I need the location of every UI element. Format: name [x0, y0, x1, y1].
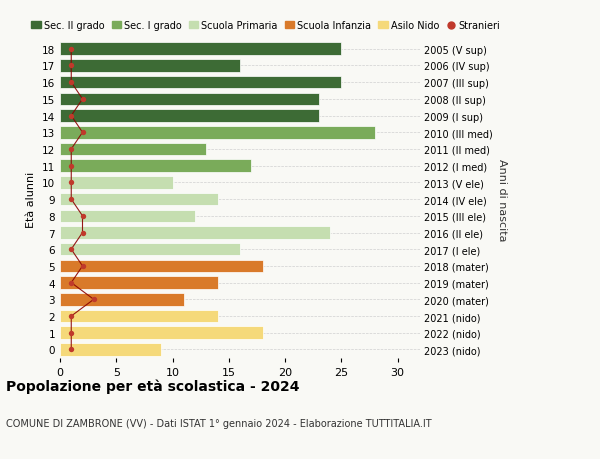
Point: [67, 162, 76, 170]
Bar: [60, 227, 330, 239]
Bar: [60, 210, 195, 223]
Point: [67, 179, 76, 187]
Point: [78, 230, 88, 237]
Point: [67, 79, 76, 87]
Bar: [60, 293, 184, 306]
Bar: [60, 310, 218, 323]
Bar: [60, 160, 251, 173]
Point: [67, 62, 76, 70]
Bar: [60, 143, 206, 156]
Point: [89, 296, 98, 303]
Point: [78, 129, 88, 137]
Bar: [60, 177, 173, 189]
Bar: [60, 77, 341, 89]
Bar: [60, 327, 263, 339]
Bar: [60, 44, 341, 56]
Point: [78, 263, 88, 270]
Bar: [60, 110, 319, 123]
Point: [67, 330, 76, 337]
Bar: [60, 127, 375, 139]
Point: [67, 280, 76, 287]
Bar: [60, 243, 240, 256]
Legend: Sec. II grado, Sec. I grado, Scuola Primaria, Scuola Infanzia, Asilo Nido, Stran: Sec. II grado, Sec. I grado, Scuola Prim…: [28, 17, 504, 35]
Bar: [60, 60, 240, 73]
Y-axis label: Età alunni: Età alunni: [26, 172, 37, 228]
Point: [67, 112, 76, 120]
Point: [67, 196, 76, 203]
Bar: [60, 260, 263, 273]
Point: [67, 246, 76, 253]
Point: [67, 146, 76, 153]
Point: [67, 46, 76, 53]
Bar: [60, 193, 218, 206]
Point: [78, 96, 88, 103]
Point: [67, 313, 76, 320]
Bar: [60, 93, 319, 106]
Point: [67, 346, 76, 353]
Point: [78, 213, 88, 220]
Bar: [60, 343, 161, 356]
Text: Popolazione per età scolastica - 2024: Popolazione per età scolastica - 2024: [6, 379, 299, 393]
Text: COMUNE DI ZAMBRONE (VV) - Dati ISTAT 1° gennaio 2024 - Elaborazione TUTTITALIA.I: COMUNE DI ZAMBRONE (VV) - Dati ISTAT 1° …: [6, 418, 431, 428]
Bar: [60, 277, 218, 289]
Y-axis label: Anni di nascita: Anni di nascita: [497, 158, 507, 241]
